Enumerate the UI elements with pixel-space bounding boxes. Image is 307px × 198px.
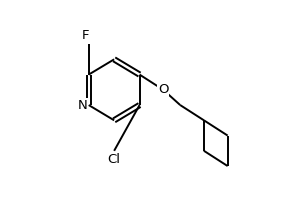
Text: F: F — [82, 29, 89, 42]
Text: O: O — [158, 83, 169, 96]
Text: N: N — [77, 99, 87, 111]
Text: Cl: Cl — [108, 152, 121, 166]
